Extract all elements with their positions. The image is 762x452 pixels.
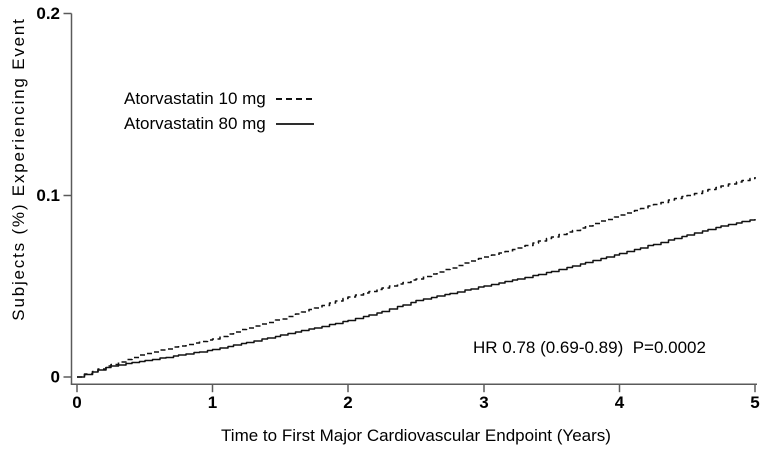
legend-label-10mg: Atorvastatin 10 mg	[124, 89, 266, 108]
x-tick-label: 0	[72, 393, 81, 412]
x-axis-title: Time to First Major Cardiovascular Endpo…	[221, 426, 611, 445]
legend-dashed-line-sample	[275, 98, 314, 100]
x-tick-label: 3	[479, 393, 488, 412]
legend-solid-line-sample	[275, 123, 314, 125]
y-tick-label: 0.1	[36, 186, 60, 205]
series-curve-atorvastatin-10-mg	[77, 177, 756, 378]
legend: Atorvastatin 10 mg Atorvastatin 80 mg	[124, 87, 315, 136]
y-tick-label: 0.2	[36, 4, 60, 23]
y-axis-title: Subjects (%) Experiencing Event	[9, 17, 28, 321]
x-tick-label: 2	[343, 393, 352, 412]
legend-item-atorvastatin-10mg: Atorvastatin 10 mg	[124, 87, 315, 111]
y-tick-label: 0	[51, 368, 60, 387]
legend-label-80mg: Atorvastatin 80 mg	[124, 114, 266, 133]
x-tick-label: 5	[750, 393, 759, 412]
hazard-ratio-annotation: HR 0.78 (0.69-0.89) P=0.0002	[473, 338, 706, 357]
x-tick-label: 1	[208, 393, 217, 412]
x-tick-label: 4	[615, 393, 625, 412]
legend-item-atorvastatin-80mg: Atorvastatin 80 mg	[124, 112, 315, 136]
series-curve-atorvastatin-80-mg	[77, 219, 756, 378]
